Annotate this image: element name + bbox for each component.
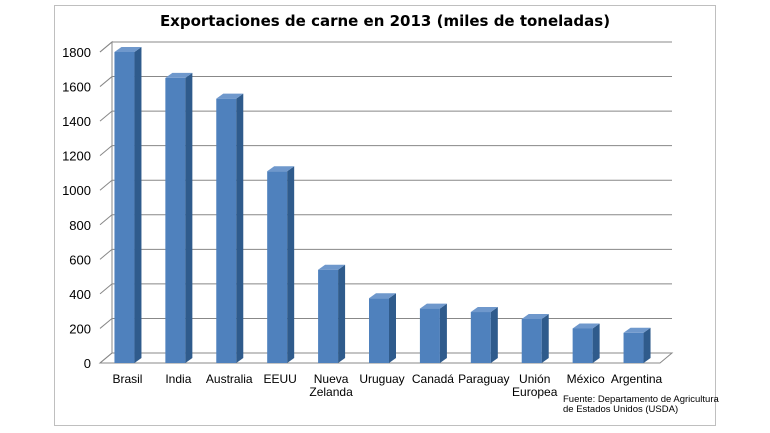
gridline [99, 145, 672, 157]
x-tick-label: Unión [519, 372, 550, 386]
x-tick-label: EEUU [264, 372, 297, 386]
x-tick-label: Argentina [611, 372, 663, 386]
bar-top [419, 303, 447, 309]
gridline [99, 214, 672, 226]
bar [521, 318, 542, 363]
gridline [99, 248, 672, 260]
bar-side [338, 264, 346, 363]
bar-side [134, 47, 142, 363]
y-tick-label: 1000 [62, 183, 91, 198]
chart-title: Exportaciones de carne en 2013 (miles de… [160, 12, 610, 30]
x-tick-label: Australia [206, 372, 253, 386]
bar-top [216, 93, 244, 99]
bar-top [369, 293, 396, 299]
bar-top [318, 264, 346, 270]
bar [216, 98, 237, 364]
bar-side [439, 303, 447, 363]
y-tick-label: 1800 [62, 45, 91, 60]
x-tick-label: México [567, 372, 605, 386]
bar [623, 332, 644, 363]
bar-top [114, 47, 142, 52]
side-wall [99, 40, 113, 364]
gridline [99, 110, 672, 122]
bar-side [389, 293, 396, 363]
bar [470, 312, 491, 363]
bar-top [521, 313, 549, 319]
bar-side [287, 166, 295, 363]
y-tick-label: 400 [69, 287, 91, 302]
bar-top [267, 166, 295, 172]
gridline [99, 179, 672, 191]
y-tick-label: 800 [69, 218, 91, 233]
bar [114, 52, 135, 363]
x-tick-label: Uruguay [359, 372, 404, 386]
bar-top [470, 307, 498, 313]
x-tick-label: Nueva [314, 372, 349, 386]
gridline [99, 283, 672, 295]
source-note: Fuente: Departamento de Agricultura [563, 394, 720, 405]
bar-top [572, 323, 600, 329]
y-tick-label: 0 [84, 356, 91, 371]
bar-side [236, 93, 244, 364]
y-tick-label: 1400 [62, 114, 91, 129]
y-tick-label: 1200 [62, 149, 91, 164]
bar [419, 308, 440, 363]
y-tick-label: 600 [69, 252, 91, 267]
gridline [99, 76, 672, 87]
y-tick-label: 1600 [62, 80, 91, 95]
bar-side [490, 307, 498, 363]
x-tick-label: Paraguay [458, 372, 509, 386]
bar [267, 171, 288, 363]
x-tick-label: Zelanda [309, 385, 353, 399]
source-note: de Estados Unidos (USDA) [563, 404, 678, 415]
bar [318, 269, 339, 363]
bar-top [623, 327, 651, 333]
bar [369, 298, 389, 363]
x-tick-label: Canadá [412, 372, 454, 386]
bar-top [165, 72, 193, 78]
x-tick-label: Brasil [112, 372, 142, 386]
bar-side [592, 323, 600, 363]
bar-side [643, 327, 651, 363]
bar [165, 77, 186, 364]
x-tick-label: Europea [512, 385, 558, 399]
x-tick-label: India [165, 372, 191, 386]
bar [572, 328, 593, 363]
bar-side [185, 72, 193, 364]
bar-side [541, 313, 549, 363]
y-tick-label: 200 [69, 321, 91, 336]
gridline [99, 41, 672, 53]
